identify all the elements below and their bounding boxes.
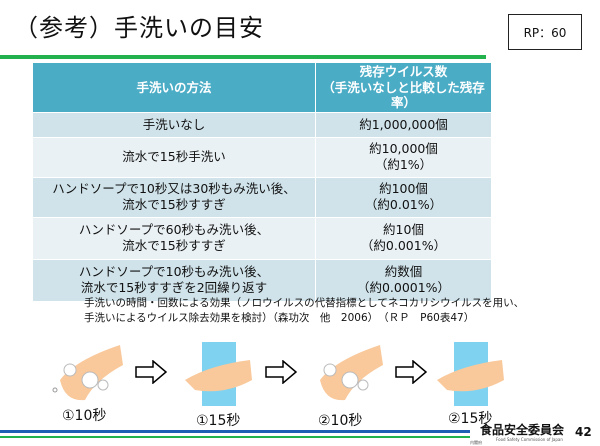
- page-title: （参考）手洗いの目安: [14, 14, 264, 42]
- arrow-right-icon: [265, 360, 297, 384]
- step-label: ②10秒: [318, 413, 363, 429]
- org-logo: 食品安全委員会: [480, 423, 565, 437]
- cell-method: 流水で15秒手洗い: [32, 136, 316, 178]
- step-label: ①15秒: [196, 413, 241, 429]
- step-label: ②15秒: [448, 411, 493, 427]
- source-note: 手洗いの時間・回数による効果（ノロウイルスの代替指標としてネコカリシウイルスを用…: [84, 297, 525, 325]
- handwash-table: 手洗いの方法 残存ウイルス数 （手洗いなしと比較した残存率） 手洗いなし 約1,0…: [32, 62, 492, 302]
- cell-method: ハンドソープで10秒又は30秒もみ洗い後、 流水で15秒すすぎ: [32, 176, 316, 218]
- table-row: ハンドソープで10秒もみ洗い後、 流水で15秒すすぎを2回繰り返す 約数個 （約0…: [32, 258, 492, 302]
- rinse-hands-icon: [437, 342, 504, 406]
- cell-method: 手洗いなし: [32, 111, 316, 138]
- cell-virus: 約数個 （約0.0001%）: [315, 258, 492, 302]
- soap-hands-icon: [52, 345, 123, 401]
- cell-virus: 約1,000,000個: [315, 111, 492, 138]
- table-row: ハンドソープで60秒もみ洗い後、 流水で15秒すすぎ 約10個 （約0.001%）: [32, 216, 492, 260]
- cell-method: ハンドソープで10秒もみ洗い後、 流水で15秒すすぎを2回繰り返す: [32, 258, 316, 302]
- table-row: 手洗いなし 約1,000,000個: [32, 111, 492, 138]
- arrow-right-icon: [395, 360, 427, 384]
- cell-virus: 約10,000個 （約1%）: [315, 136, 492, 178]
- footer-blue-line: [0, 430, 470, 433]
- table-row: ハンドソープで10秒又は30秒もみ洗い後、 流水で15秒すすぎ 約100個 （約0…: [32, 176, 492, 218]
- cell-virus: 約10個 （約0.001%）: [315, 216, 492, 260]
- title-underline: [0, 55, 486, 59]
- soap-hands-icon: [320, 345, 383, 401]
- footer-green-line: [0, 436, 470, 438]
- cell-virus: 約100個 （約0.01%）: [315, 176, 492, 218]
- rinse-hands-icon: [185, 342, 252, 406]
- rp-badge: RP：60: [508, 14, 582, 50]
- arrow-right-icon: [135, 360, 167, 384]
- step-label: ①10秒: [62, 408, 107, 424]
- page-number: 42: [575, 425, 592, 439]
- cabinet-label: 内閣府: [470, 440, 482, 445]
- header-method: 手洗いの方法: [32, 62, 316, 113]
- header-virus: 残存ウイルス数 （手洗いなしと比較した残存率）: [315, 62, 492, 113]
- table-row: 流水で15秒手洗い 約10,000個 （約1%）: [32, 136, 492, 178]
- org-logo-en: Food Safety Commission of Japan: [496, 437, 563, 442]
- cell-method: ハンドソープで60秒もみ洗い後、 流水で15秒すすぎ: [32, 216, 316, 260]
